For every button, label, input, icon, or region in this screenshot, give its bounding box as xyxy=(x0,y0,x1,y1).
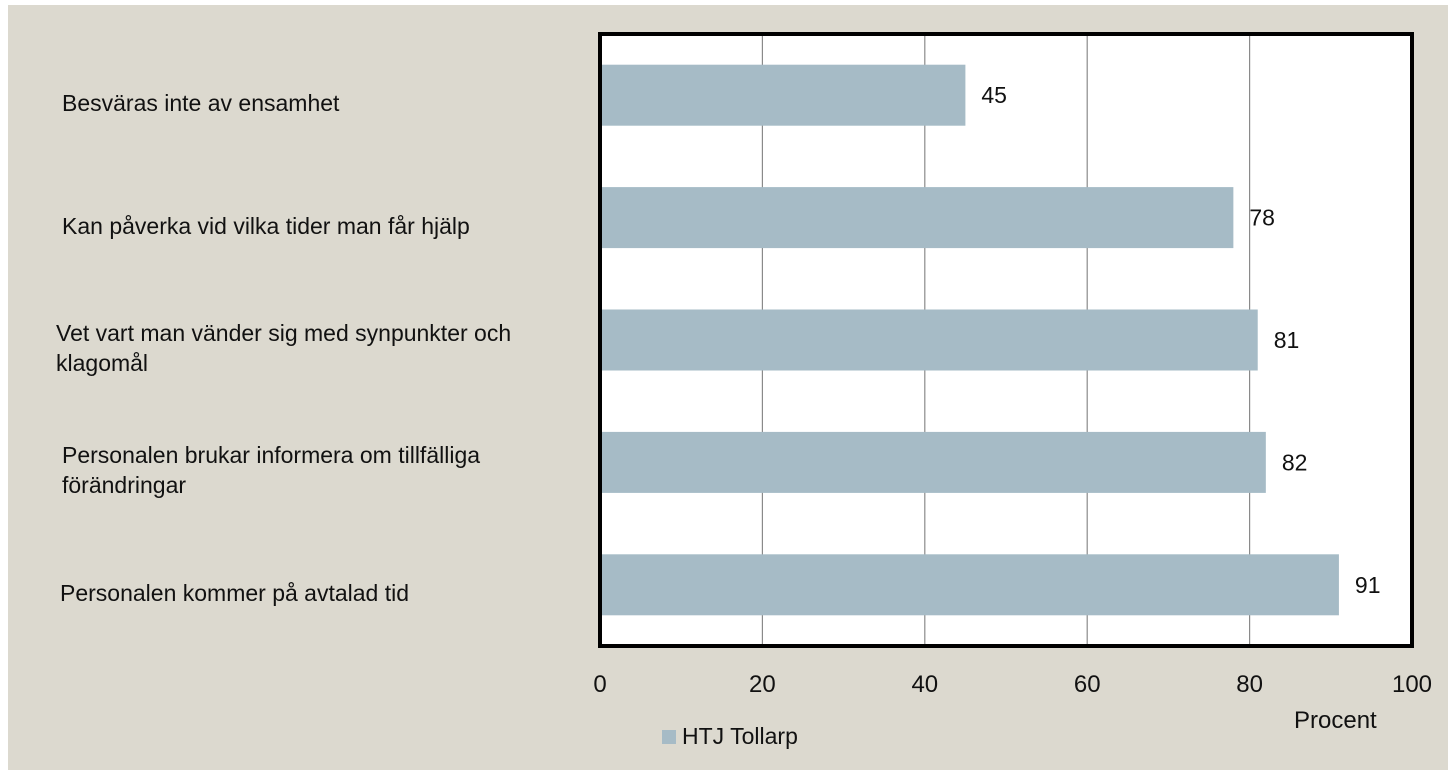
category-label: Personalen brukar informera om tillfälli… xyxy=(62,442,481,499)
x-tick-label: 100 xyxy=(1392,671,1432,698)
legend: HTJ Tollarp xyxy=(662,723,798,750)
x-tick-label: 40 xyxy=(911,671,938,698)
x-axis-title: Procent xyxy=(1294,707,1377,734)
bar xyxy=(600,309,1258,371)
data-label: 81 xyxy=(1274,327,1300,353)
plot-area-border xyxy=(598,32,1414,648)
data-label: 45 xyxy=(981,82,1007,108)
data-label: 91 xyxy=(1355,572,1381,598)
bar xyxy=(600,431,1266,493)
data-label: 78 xyxy=(1249,205,1275,231)
bar xyxy=(600,64,966,126)
bar xyxy=(600,187,1234,249)
category-label: Vet vart man vänder sig med synpunkter o… xyxy=(56,320,512,376)
x-tick-label: 0 xyxy=(593,671,606,698)
category-label: Besväras inte av ensamhet xyxy=(62,90,340,117)
legend-swatch xyxy=(662,729,676,744)
x-tick-label: 80 xyxy=(1236,671,1263,698)
category-label: Kan påverka vid vilka tider man får hjäl… xyxy=(62,212,470,239)
data-label: 82 xyxy=(1282,449,1308,475)
x-tick-label: 20 xyxy=(749,671,776,698)
category-label: Personalen kommer på avtalad tid xyxy=(60,579,410,606)
legend-label: HTJ Tollarp xyxy=(682,723,798,749)
x-tick-label: 60 xyxy=(1074,671,1101,698)
bar xyxy=(600,554,1339,616)
